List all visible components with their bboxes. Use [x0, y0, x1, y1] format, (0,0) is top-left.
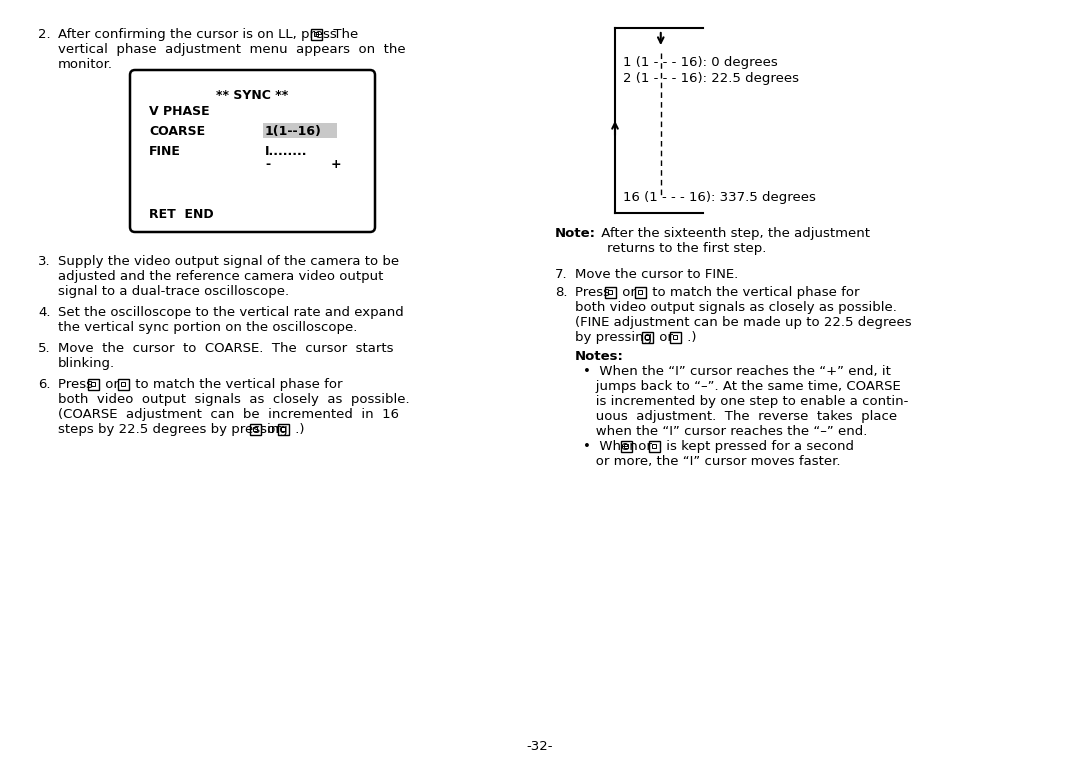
Text: to match the vertical phase for: to match the vertical phase for — [131, 378, 342, 391]
Text: or: or — [634, 440, 657, 453]
Text: Press: Press — [58, 378, 97, 391]
Text: or: or — [102, 378, 123, 391]
Text: the vertical sync portion on the oscilloscope.: the vertical sync portion on the oscillo… — [58, 321, 357, 334]
Text: steps by 22.5 degrees by pressing: steps by 22.5 degrees by pressing — [58, 423, 292, 436]
Bar — [608, 290, 612, 294]
Bar — [253, 427, 257, 431]
Bar — [118, 378, 129, 390]
Text: returns to the first step.: returns to the first step. — [607, 242, 767, 255]
Text: .): .) — [291, 423, 305, 436]
Text: V PHASE: V PHASE — [149, 105, 210, 118]
Text: Press: Press — [575, 286, 615, 299]
Bar — [281, 427, 285, 431]
Bar — [637, 290, 643, 294]
Bar — [670, 331, 680, 343]
Text: FINE: FINE — [149, 145, 180, 158]
Text: adjusted and the reference camera video output: adjusted and the reference camera video … — [58, 270, 383, 283]
Text: when the “I” cursor reaches the “–” end.: when the “I” cursor reaches the “–” end. — [583, 425, 867, 438]
Bar — [313, 32, 319, 36]
Text: 6.: 6. — [38, 378, 51, 391]
Text: •  When the “I” cursor reaches the “+” end, it: • When the “I” cursor reaches the “+” en… — [583, 365, 891, 378]
Text: Note:: Note: — [555, 227, 596, 240]
Text: 1 (1 - - - 16): 0 degrees: 1 (1 - - - 16): 0 degrees — [623, 56, 778, 69]
Text: After confirming the cursor is on LL, press: After confirming the cursor is on LL, pr… — [58, 28, 337, 41]
Bar — [642, 331, 652, 343]
Text: 8.: 8. — [555, 286, 567, 299]
Text: by pressing: by pressing — [575, 331, 657, 344]
Bar — [264, 123, 337, 138]
Bar — [651, 443, 657, 449]
Bar — [278, 424, 288, 434]
Text: uous  adjustment.  The  reverse  takes  place: uous adjustment. The reverse takes place — [583, 410, 897, 423]
Text: -32-: -32- — [527, 740, 553, 753]
Bar — [673, 334, 677, 340]
Text: Set the oscilloscope to the vertical rate and expand: Set the oscilloscope to the vertical rat… — [58, 306, 404, 319]
Bar — [648, 440, 660, 452]
Bar — [87, 378, 98, 390]
Text: After the sixteenth step, the adjustment: After the sixteenth step, the adjustment — [597, 227, 870, 240]
Text: or: or — [264, 423, 285, 436]
Bar — [621, 440, 632, 452]
Text: (COARSE  adjustment  can  be  incremented  in  16: (COARSE adjustment can be incremented in… — [58, 408, 399, 421]
Bar — [249, 424, 260, 434]
Text: 3.: 3. — [38, 255, 51, 268]
Text: .): .) — [683, 331, 697, 344]
Text: Notes:: Notes: — [575, 350, 624, 363]
Text: 1(1--16): 1(1--16) — [265, 125, 322, 138]
Text: monitor.: monitor. — [58, 58, 113, 71]
Bar — [121, 381, 125, 387]
Text: is incremented by one step to enable a contin-: is incremented by one step to enable a c… — [583, 395, 908, 408]
Text: -: - — [265, 158, 270, 171]
Text: 2 (1 - - - 16): 22.5 degrees: 2 (1 - - - 16): 22.5 degrees — [623, 72, 799, 85]
Text: COARSE: COARSE — [149, 125, 205, 138]
Text: +: + — [330, 158, 341, 171]
Text: Move  the  cursor  to  COARSE.  The  cursor  starts: Move the cursor to COARSE. The cursor st… — [58, 342, 393, 355]
Text: or more, the “I” cursor moves faster.: or more, the “I” cursor moves faster. — [583, 455, 840, 468]
Text: or: or — [618, 286, 640, 299]
Text: to match the vertical phase for: to match the vertical phase for — [648, 286, 860, 299]
Text: RET  END: RET END — [149, 208, 214, 221]
Text: blinking.: blinking. — [58, 357, 116, 370]
Text: I........: I........ — [265, 145, 308, 158]
Bar — [645, 334, 649, 340]
Text: or: or — [654, 331, 677, 344]
Text: 5.: 5. — [38, 342, 51, 355]
Text: jumps back to “–”. At the same time, COARSE: jumps back to “–”. At the same time, COA… — [583, 380, 901, 393]
Bar — [623, 443, 629, 449]
Text: ** SYNC **: ** SYNC ** — [216, 89, 288, 102]
FancyBboxPatch shape — [130, 70, 375, 232]
Text: Supply the video output signal of the camera to be: Supply the video output signal of the ca… — [58, 255, 400, 268]
Text: . The: . The — [325, 28, 359, 41]
Text: 2.: 2. — [38, 28, 51, 41]
Text: both video output signals as closely as possible.: both video output signals as closely as … — [575, 301, 896, 314]
Bar — [605, 287, 616, 297]
Text: Move the cursor to FINE.: Move the cursor to FINE. — [575, 268, 739, 281]
Text: 7.: 7. — [555, 268, 568, 281]
Bar — [311, 29, 322, 39]
Text: vertical  phase  adjustment  menu  appears  on  the: vertical phase adjustment menu appears o… — [58, 43, 406, 56]
Bar — [635, 287, 646, 297]
Text: •  When: • When — [583, 440, 642, 453]
Text: is kept pressed for a second: is kept pressed for a second — [662, 440, 854, 453]
Bar — [91, 381, 95, 387]
Text: 16 (1 - - - 16): 337.5 degrees: 16 (1 - - - 16): 337.5 degrees — [623, 191, 815, 204]
Text: 4.: 4. — [38, 306, 51, 319]
Text: signal to a dual-trace oscilloscope.: signal to a dual-trace oscilloscope. — [58, 285, 289, 298]
Text: (FINE adjustment can be made up to 22.5 degrees: (FINE adjustment can be made up to 22.5 … — [575, 316, 912, 329]
Text: both  video  output  signals  as  closely  as  possible.: both video output signals as closely as … — [58, 393, 409, 406]
